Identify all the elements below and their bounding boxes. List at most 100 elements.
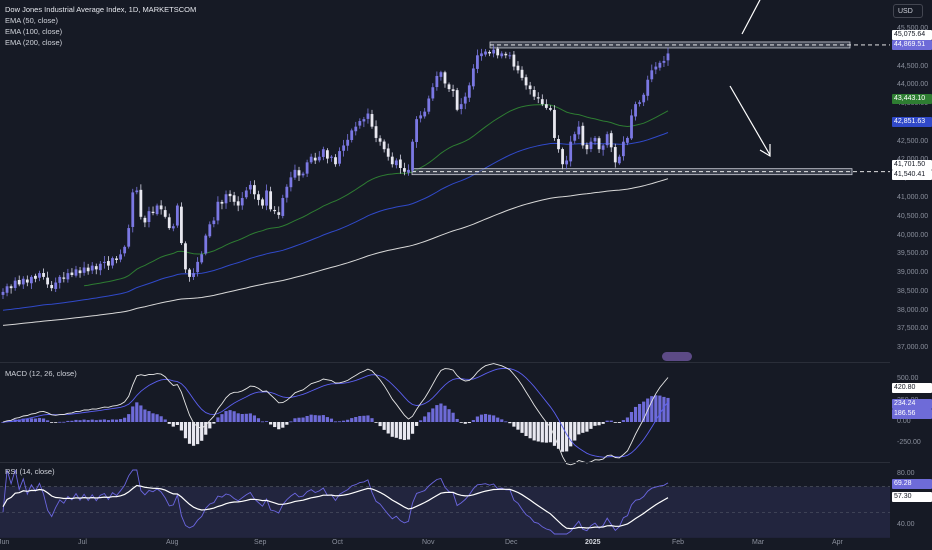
- macd-tick: -250.00: [897, 439, 921, 447]
- macd-histogram-bar: [159, 416, 163, 422]
- candle-body: [21, 278, 25, 285]
- candle-body: [285, 186, 289, 198]
- macd-histogram-bar: [508, 422, 512, 424]
- currency-button[interactable]: USD: [893, 4, 923, 18]
- candle-body: [159, 205, 163, 210]
- macd-histogram-bar: [520, 422, 524, 433]
- price-tick: 42,000.00: [897, 156, 928, 164]
- ema200-legend[interactable]: EMA (200, close): [5, 38, 63, 47]
- macd-histogram-bar: [402, 422, 407, 441]
- candle-body: [411, 141, 414, 171]
- macd-histogram-bar: [629, 412, 634, 422]
- rsi-ma-line: [2, 484, 669, 530]
- candle-body: [581, 125, 585, 146]
- macd-histogram-bar: [208, 422, 212, 429]
- macd-histogram-bar: [625, 417, 630, 422]
- candle-body: [512, 54, 516, 67]
- ema100-legend[interactable]: EMA (100, close): [5, 27, 63, 36]
- candle-body: [184, 243, 187, 270]
- macd-histogram-bar: [309, 414, 313, 422]
- macd-histogram-bar: [175, 422, 179, 425]
- down-arrow-line: [729, 85, 771, 156]
- pane-separator[interactable]: [0, 462, 890, 463]
- macd-histogram-bar: [86, 420, 90, 422]
- rsi-legend[interactable]: RSI (14, close): [5, 467, 55, 476]
- macd-histogram-bar: [151, 413, 155, 422]
- candle-body: [188, 269, 191, 277]
- macd-histogram-bar: [447, 409, 451, 422]
- macd-histogram-bar: [609, 420, 613, 422]
- macd-histogram-bar: [244, 413, 248, 422]
- macd-histogram-bar: [451, 412, 455, 422]
- macd-histogram-bar: [333, 421, 338, 423]
- candle-body: [74, 269, 78, 276]
- drawing-arrows[interactable]: [729, 0, 771, 158]
- signal-label: 234.24: [892, 399, 932, 409]
- macd-legend[interactable]: MACD (12, 26, close): [5, 369, 77, 378]
- macd-histogram-bar: [297, 417, 301, 422]
- candle-body: [646, 79, 650, 96]
- macd-histogram-bar: [565, 422, 569, 452]
- symbol-title[interactable]: Dow Jones Industrial Average Index, 1D, …: [5, 5, 197, 14]
- macd-histogram-bar: [467, 422, 471, 424]
- macd-histogram-bar: [273, 422, 277, 428]
- price-label-resistance: 45,075.64: [892, 30, 932, 40]
- candle-body: [38, 273, 41, 278]
- candle-body: [139, 189, 143, 217]
- candle-body: [98, 263, 102, 271]
- candle-body: [492, 49, 496, 54]
- candle-body: [658, 62, 662, 68]
- down-arrow-head: [759, 144, 771, 158]
- price-tick: 38,000.00: [897, 306, 929, 314]
- macd-histogram-bar: [569, 422, 573, 447]
- candle-body: [362, 119, 366, 122]
- level-zones[interactable]: [411, 41, 890, 176]
- macd-histogram-bar: [516, 422, 520, 430]
- histogram-label: 186.56: [892, 409, 932, 419]
- candle-body: [25, 279, 29, 283]
- macd-histogram-bar: [504, 421, 508, 423]
- time-tick: Oct: [332, 539, 343, 546]
- macd-histogram-bar: [54, 422, 58, 423]
- macd-histogram-bar: [406, 422, 411, 440]
- candle-body: [62, 277, 66, 279]
- candle-body: [248, 184, 252, 190]
- candle-body: [34, 275, 37, 279]
- candle-body: [313, 157, 317, 161]
- macd-histogram-bar: [127, 414, 131, 422]
- macd-line: [2, 363, 669, 466]
- events-badge[interactable]: [662, 352, 692, 361]
- candle-body: [342, 145, 346, 151]
- price-tick: 45,500.00: [897, 25, 929, 33]
- macd-tick: 0.00: [897, 418, 911, 425]
- candle-body: [480, 53, 483, 57]
- time-tick: 2025: [585, 539, 601, 546]
- candle-body: [403, 168, 406, 172]
- macd-histogram-bar: [443, 405, 447, 422]
- price-tick: 40,000.00: [897, 231, 929, 239]
- macd-histogram-bar: [171, 422, 175, 427]
- candle-body: [293, 169, 297, 178]
- macd-histogram-bar: [479, 414, 484, 422]
- candle-body: [111, 258, 114, 266]
- candle-body: [5, 286, 9, 293]
- macd-histogram-bar: [62, 421, 66, 423]
- macd-histogram-bar: [70, 420, 74, 422]
- macd-histogram-bar: [585, 422, 589, 432]
- macd-histogram-bar: [313, 415, 317, 422]
- candle-body: [257, 194, 260, 200]
- macd-histogram-bar: [277, 422, 281, 430]
- candle-body: [508, 55, 512, 57]
- pane-separator[interactable]: [0, 362, 890, 363]
- ema50-legend[interactable]: EMA (50, close): [5, 16, 58, 25]
- candle-body: [131, 192, 135, 227]
- candle-body: [459, 104, 463, 109]
- candle-body: [216, 201, 220, 221]
- macd-histogram-bar: [654, 395, 658, 422]
- macd-histogram-bar: [50, 422, 54, 423]
- macd-histogram-bar: [66, 420, 70, 422]
- candle-body: [382, 141, 386, 150]
- macd-histogram-bar: [37, 417, 42, 422]
- candle-body: [484, 51, 487, 55]
- candle-body: [155, 205, 159, 215]
